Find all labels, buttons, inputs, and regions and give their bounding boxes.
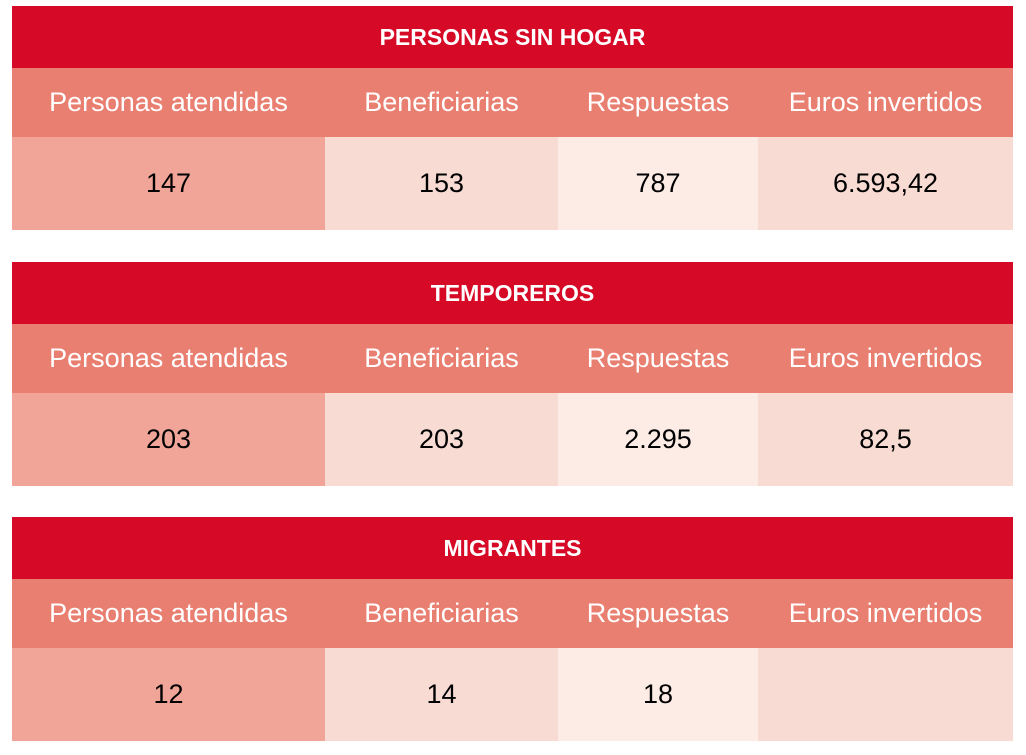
table-title: PERSONAS SIN HOGAR bbox=[12, 6, 1013, 68]
column-header: Respuestas bbox=[586, 87, 730, 117]
table-row: 147 153 787 6.593,42 bbox=[12, 137, 1013, 230]
table-temporeros: TEMPOREROS Personas atendidas Beneficiari… bbox=[12, 262, 1013, 486]
column-header: Beneficiarias bbox=[364, 598, 519, 628]
table-title: MIGRANTES bbox=[12, 517, 1013, 579]
table-cell: 2.295 bbox=[558, 393, 758, 486]
table-cell bbox=[758, 648, 1013, 741]
table-row: 203 203 2.295 82,5 bbox=[12, 393, 1013, 486]
column-header: Respuestas bbox=[586, 343, 730, 373]
column-header: Personas atendidas bbox=[49, 598, 288, 628]
column-header: Euros invertidos bbox=[788, 598, 983, 628]
table-cell: 787 bbox=[558, 137, 758, 230]
table-cell: 147 bbox=[12, 137, 325, 230]
column-header: Respuestas bbox=[586, 598, 730, 628]
column-header: Personas atendidas bbox=[49, 87, 288, 117]
table-row: 12 14 18 bbox=[12, 648, 1013, 741]
table-cell: 82,5 bbox=[758, 393, 1013, 486]
table-cell: 14 bbox=[325, 648, 558, 741]
header-row: Personas atendidas Beneficiarias Respuesta… bbox=[12, 579, 1013, 648]
column-header: Personas atendidas bbox=[49, 343, 288, 373]
table-cell: 6.593,42 bbox=[758, 137, 1013, 230]
table-personas-sin-hogar: PERSONAS SIN HOGAR Personas atendidas Ben… bbox=[12, 6, 1013, 230]
table-title: TEMPOREROS bbox=[12, 262, 1013, 324]
table-cell: 203 bbox=[325, 393, 558, 486]
header-row: Personas atendidas Beneficiarias Respuesta… bbox=[12, 324, 1013, 393]
column-header: Beneficiarias bbox=[364, 343, 519, 373]
column-header: Beneficiarias bbox=[364, 87, 519, 117]
table-cell: 12 bbox=[12, 648, 325, 741]
table-migrantes: MIGRANTES Personas atendidas Beneficiaria… bbox=[12, 517, 1013, 741]
column-header: Euros invertidos bbox=[788, 343, 983, 373]
table-cell: 18 bbox=[558, 648, 758, 741]
header-row: Personas atendidas Beneficiarias Respuesta… bbox=[12, 68, 1013, 137]
table-cell: 203 bbox=[12, 393, 325, 486]
table-cell: 153 bbox=[325, 137, 558, 230]
column-header: Euros invertidos bbox=[788, 87, 983, 117]
